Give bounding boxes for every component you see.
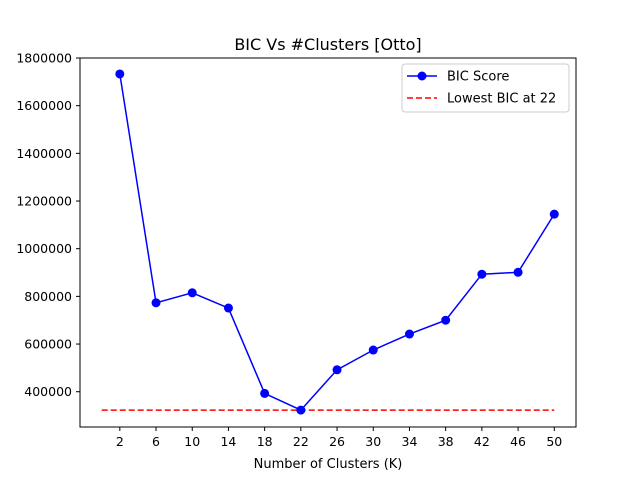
legend-bic-label: BIC Score	[447, 70, 509, 85]
x-tick-label-22: 22	[293, 434, 309, 449]
x-axis-label: Number of Clusters (K)	[254, 457, 403, 472]
bic-point-k10	[187, 288, 197, 298]
bic-point-k38	[441, 315, 451, 325]
y-tick-label-600000: 600000	[24, 337, 72, 352]
x-tick-label-10: 10	[184, 434, 200, 449]
bic-point-k34	[404, 329, 414, 339]
x-tick-label-18: 18	[257, 434, 273, 449]
x-tick-label-38: 38	[438, 434, 454, 449]
y-tick-label-800000: 800000	[24, 289, 72, 304]
chart-title: BIC Vs #Clusters [Otto]	[234, 35, 421, 54]
bic-score-line	[119, 73, 555, 411]
y-tick-label-1200000: 1200000	[16, 194, 72, 209]
axes-frame	[79, 57, 577, 428]
x-tick-label-26: 26	[329, 434, 345, 449]
bic-point-k30	[368, 345, 378, 355]
bic-point-k18	[260, 388, 270, 398]
y-tick-label-1600000: 1600000	[16, 98, 72, 113]
legend-bic-swatch-marker	[417, 71, 427, 81]
x-tick-label-34: 34	[402, 434, 418, 449]
bic-point-k26	[332, 365, 342, 375]
x-tick-label-30: 30	[365, 434, 381, 449]
legend-box	[401, 63, 570, 113]
bic-point-k46	[513, 267, 523, 277]
bic-point-k14	[223, 303, 233, 313]
bic-point-k6	[151, 298, 161, 308]
legend: BIC Score Lowest BIC at 22	[401, 63, 570, 113]
y-tick-label-1000000: 1000000	[16, 241, 72, 256]
y-tick-label-1400000: 1400000	[16, 146, 72, 161]
bic-point-k50	[549, 209, 559, 219]
x-tick-label-50: 50	[546, 434, 562, 449]
x-tick-label-42: 42	[474, 434, 490, 449]
x-tick-label-6: 6	[152, 434, 160, 449]
bic-point-k42	[477, 269, 487, 279]
x-tick-label-2: 2	[116, 434, 124, 449]
plot-area	[101, 69, 559, 415]
axes: 2 6 10 14 18 22 26 30 34 38 42 46 504000006000008000…	[16, 51, 577, 449]
bic-point-k2	[115, 69, 125, 79]
legend-lowest-label: Lowest BIC at 22	[447, 92, 556, 107]
y-tick-label-1800000: 1800000	[16, 51, 72, 66]
bic-point-k22	[296, 405, 306, 415]
x-tick-label-14: 14	[220, 434, 236, 449]
x-tick-label-46: 46	[510, 434, 526, 449]
y-tick-label-400000: 400000	[24, 384, 72, 399]
